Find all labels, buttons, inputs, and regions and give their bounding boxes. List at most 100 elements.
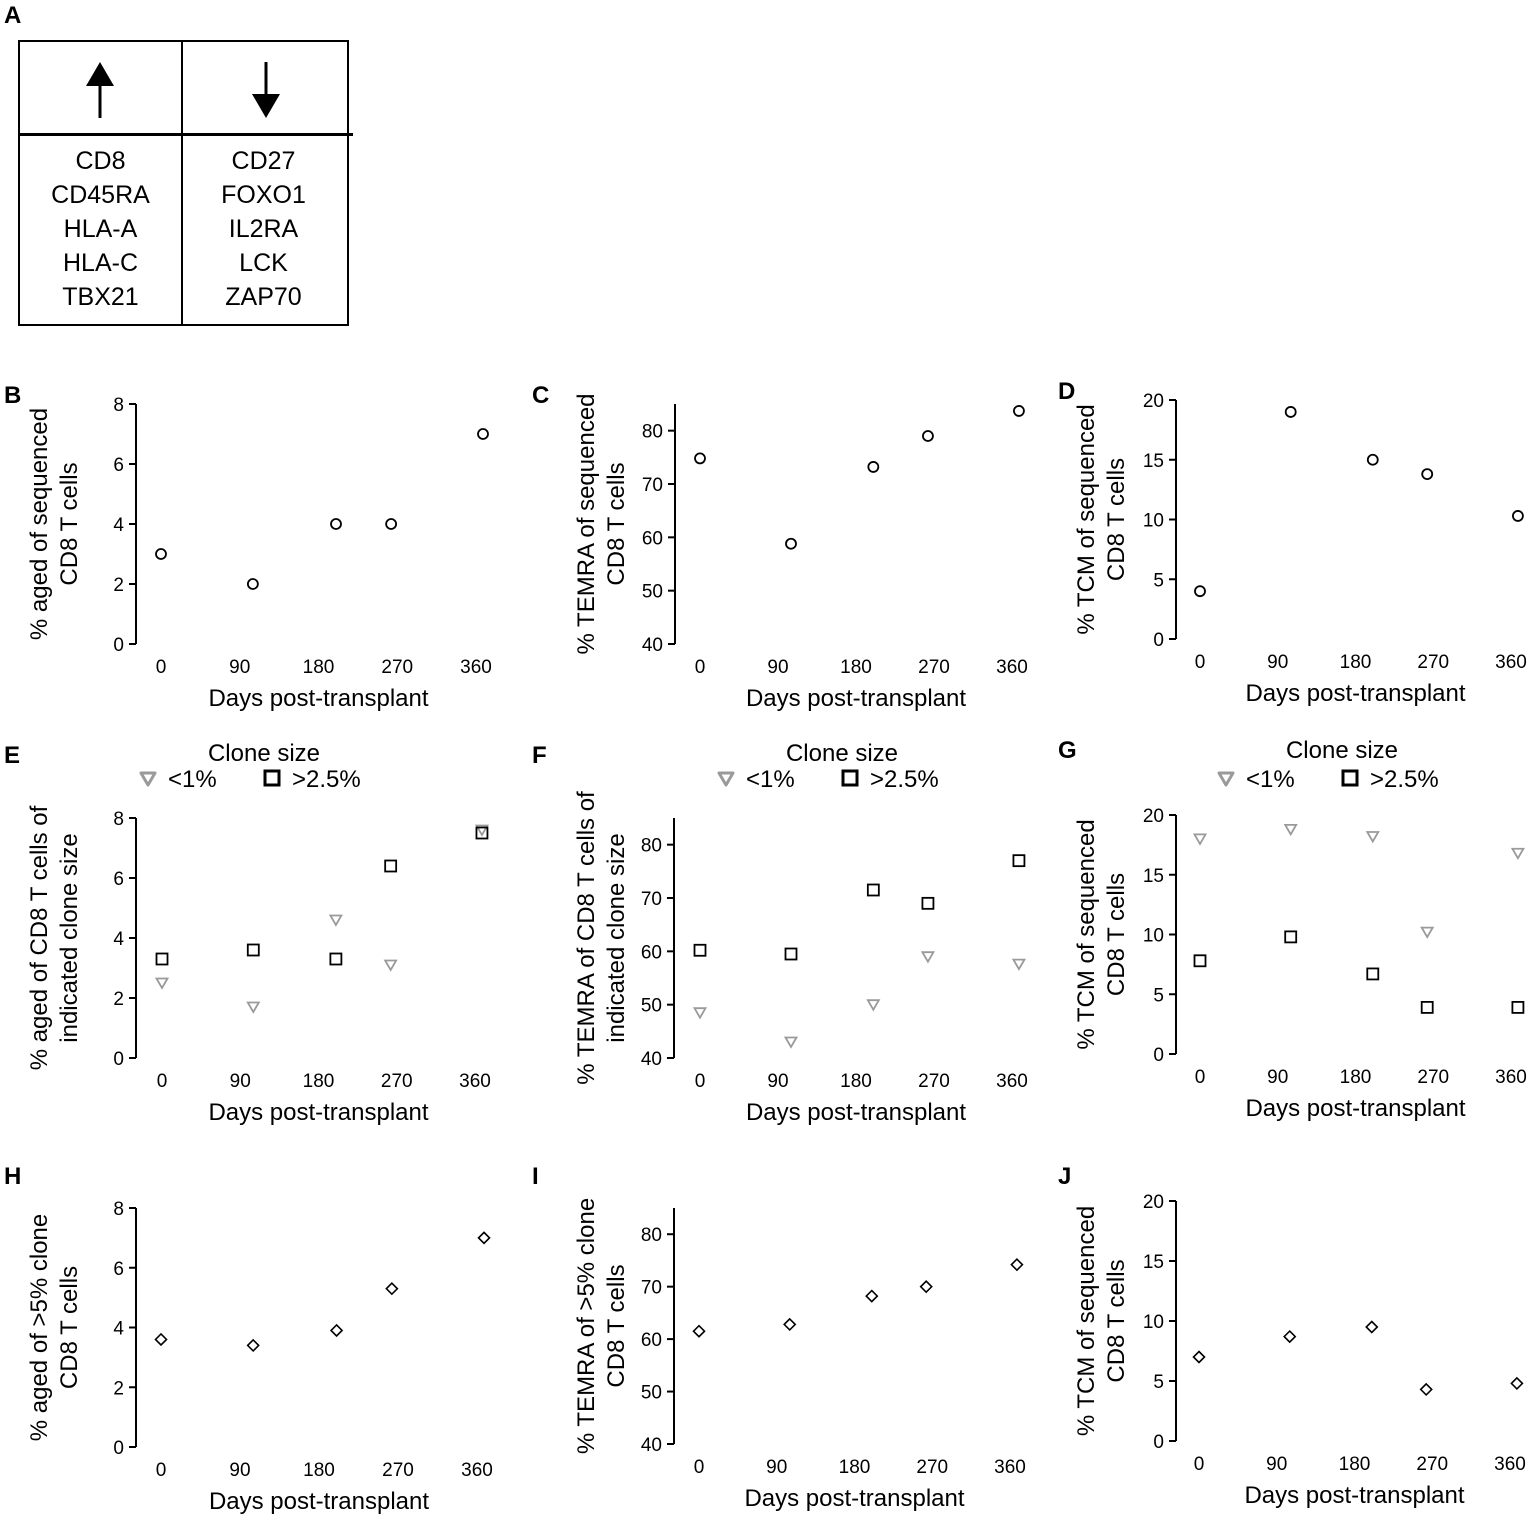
data-point — [475, 826, 489, 840]
data-point — [865, 1289, 879, 1303]
data-point — [921, 896, 935, 910]
data-point — [1511, 1000, 1525, 1014]
data-point — [384, 859, 398, 873]
data-point — [1419, 1382, 1433, 1397]
data-point — [155, 952, 169, 966]
y-tick-label: 4 — [113, 929, 124, 950]
data-point — [1510, 1376, 1524, 1391]
y-tick-label: 6 — [113, 455, 124, 476]
x-tick-label: 360 — [459, 1071, 491, 1092]
data-point — [694, 452, 706, 465]
data-point — [920, 951, 935, 964]
x-tick-label: 0 — [695, 657, 706, 678]
y-tick-label: 80 — [641, 1225, 662, 1246]
x-tick-label: 270 — [381, 1071, 413, 1092]
legend-marker-square — [263, 769, 281, 787]
y-axis-label-line: CD8 T cells — [1103, 1259, 1130, 1382]
y-tick-label: 6 — [113, 869, 124, 890]
x-tick-label: 0 — [156, 657, 167, 678]
y-tick-label: 50 — [641, 996, 662, 1017]
x-axis-label: Days post-transplant — [208, 685, 428, 712]
x-tick-label: 270 — [1417, 652, 1449, 673]
x-tick-label: 0 — [1195, 1067, 1206, 1088]
data-point — [477, 1231, 491, 1245]
data-point — [867, 461, 880, 473]
y-tick-label: 15 — [1143, 1252, 1164, 1273]
chart-b: B 0 2 4 6 8 0 90 180 270 360 Days post-transplant % … — [4, 382, 492, 712]
y-tick-label: 0 — [1153, 630, 1164, 651]
y-axis-label-line: % aged of >5% clone — [26, 1214, 53, 1442]
y-axis-label-line: % aged of CD8 T cells of — [26, 805, 53, 1070]
y-axis-label-line: % TCM of sequenced — [1073, 819, 1100, 1049]
legend-marker-square — [1341, 769, 1359, 787]
y-tick-label: 80 — [642, 422, 663, 443]
x-tick-label: 360 — [1495, 652, 1527, 673]
data-point — [693, 943, 707, 957]
chart-j: J 0 5 10 15 20 0 90 180 270 360 Days post-transplan… — [1058, 1163, 1526, 1509]
data-point — [246, 578, 259, 590]
x-tick-label: 180 — [1339, 1454, 1371, 1475]
data-point — [383, 959, 398, 972]
data-point — [866, 999, 881, 1012]
y-axis-label: % aged of CD8 T cells of indicated clone … — [26, 805, 83, 1070]
data-point — [330, 518, 342, 530]
chart-d: D 0 5 10 15 20 0 90 180 270 360 Days post-transplan… — [1058, 378, 1527, 707]
data-point — [783, 1317, 797, 1332]
arrow-up-icon — [86, 62, 114, 118]
chart-f: F 40 50 60 70 80 0 90 180 270 360 Days post-transpl… — [532, 740, 1028, 1126]
x-axis-label: Days post-transplant — [744, 1485, 964, 1512]
x-tick-label: 0 — [157, 1071, 168, 1092]
y-axis-label-line: CD8 T cells — [56, 1266, 83, 1389]
x-tick-label: 360 — [460, 657, 492, 678]
x-tick-label: 180 — [303, 657, 335, 678]
y-axis-label: % aged of sequenced CD8 T cells — [26, 408, 83, 640]
panel-letter: D — [1058, 378, 1075, 405]
y-tick-label: 40 — [641, 1049, 662, 1070]
table-column-divider — [181, 42, 183, 324]
y-tick-label: 40 — [641, 1435, 662, 1456]
gene-label: ZAP70 — [225, 283, 302, 311]
data-point — [1420, 1000, 1434, 1014]
data-point — [1421, 468, 1434, 480]
panel-letter-a: A — [4, 2, 22, 29]
y-axis-label-line: % TCM of sequenced — [1073, 1206, 1100, 1436]
x-axis-label: Days post-transplant — [1245, 1095, 1465, 1122]
data-point — [1010, 1258, 1024, 1272]
y-axis-label-line: % TCM of sequenced — [1073, 404, 1100, 634]
x-tick-label: 90 — [767, 1071, 788, 1092]
y-axis-label: % TEMRA of >5% clone CD8 T cells — [573, 1198, 630, 1454]
x-axis-label: Days post-transplant — [1244, 1482, 1464, 1509]
y-axis-label: % TCM of sequenced CD8 T cells — [1073, 819, 1130, 1049]
y-tick-label: 2 — [113, 1378, 124, 1399]
arrow-down-icon — [252, 62, 280, 118]
x-tick-label: 90 — [229, 657, 250, 678]
downregulated-genes-list: CD27 FOXO1 IL2RA LCK ZAP70 — [183, 144, 344, 314]
upregulated-genes-list: CD8 CD45RA HLA-A HLA-C TBX21 — [20, 144, 181, 314]
y-axis-label-line: % TEMRA of sequenced — [573, 393, 600, 654]
y-tick-label: 10 — [1143, 926, 1164, 947]
legend-label: >2.5% — [292, 766, 361, 793]
x-tick-label: 90 — [1267, 652, 1288, 673]
x-tick-label: 180 — [839, 1457, 871, 1478]
gene-label: LCK — [239, 249, 288, 277]
legend-label: <1% — [168, 766, 217, 793]
y-tick-label: 40 — [642, 635, 663, 656]
x-tick-label: 270 — [381, 657, 413, 678]
data-point — [1192, 833, 1208, 846]
chart-h: H 0 2 4 6 8 0 90 180 270 360 Days post-transplant % … — [4, 1163, 493, 1515]
gene-label: HLA-C — [62, 249, 138, 277]
x-tick-label: 360 — [996, 657, 1028, 678]
y-tick-label: 70 — [641, 1278, 662, 1299]
x-tick-label: 360 — [996, 1071, 1028, 1092]
data-point — [329, 1323, 344, 1338]
y-tick-label: 0 — [113, 1049, 124, 1070]
y-tick-label: 4 — [113, 515, 124, 536]
panel-letter: G — [1058, 737, 1077, 764]
data-point — [477, 428, 489, 440]
x-tick-label: 270 — [918, 1071, 950, 1092]
data-point — [1366, 967, 1380, 981]
x-tick-label: 180 — [1340, 1067, 1372, 1088]
x-tick-label: 0 — [1194, 1454, 1205, 1475]
y-tick-label: 70 — [641, 889, 662, 910]
y-tick-label: 15 — [1143, 866, 1164, 887]
